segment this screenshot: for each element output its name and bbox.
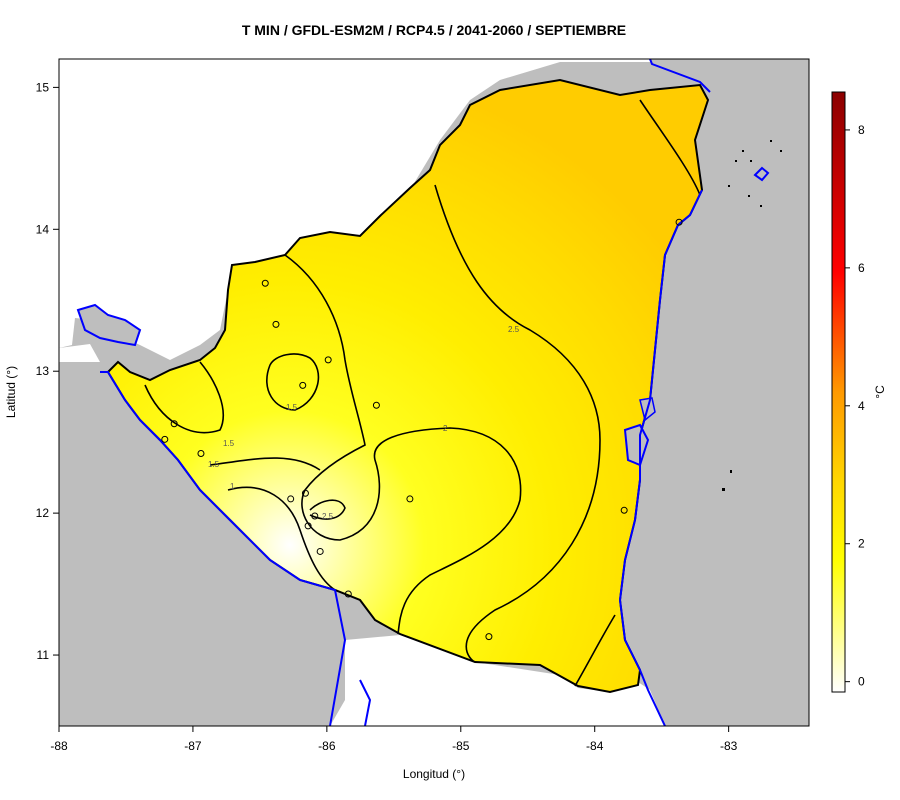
plot-frame [58,58,810,727]
colorbar-tick-label: 0 [858,675,865,689]
coastline [618,189,703,726]
y-tick-label: 13 [36,364,50,378]
x-tick-label: -83 [720,739,738,753]
stations-layer [161,218,683,641]
station-point [161,435,169,443]
contour-line [284,254,522,635]
colorbar-unit: °C [873,385,887,399]
contour-line [434,184,601,663]
y-tick-label: 14 [36,222,50,236]
contour-line [266,353,320,411]
el-salvador-land [59,344,100,362]
contour-label: 1 [230,482,235,491]
station-point [197,450,205,458]
contour-label: 2.5 [322,512,334,521]
contour-line [227,486,336,591]
plot-area: 1 1.5 1.5 1.5 2 2.5 2.5 [59,59,809,726]
cay [735,160,737,162]
contour-label: 1.5 [286,403,298,412]
station-point [675,218,683,226]
colorbar [831,91,846,693]
station-point [316,547,324,555]
station-point [406,495,414,503]
x-axis: -88 -87 -86 -85 -84 -83 [50,726,738,753]
colorbar-tick-label: 2 [858,537,865,551]
y-axis-label: Latitud (°) [4,366,18,418]
x-tick-label: -85 [452,739,470,753]
cay [722,488,725,491]
x-tick-label: -87 [184,739,202,753]
colorbar-tick-label: 6 [858,261,865,275]
y-tick-label: 12 [36,506,50,520]
station-point [170,420,178,428]
station-point [287,495,295,503]
cays [722,140,782,491]
x-tick-label: -88 [50,739,68,753]
contour-label: 1.5 [208,460,220,469]
station-point [304,522,312,530]
station-point [299,381,307,389]
contour-line [144,361,225,434]
map-title: T MIN / GFDL-ESM2M / RCP4.5 / 2041-2060 … [242,22,626,38]
y-tick-label: 11 [37,648,50,662]
x-tick-label: -86 [318,739,336,753]
cay [760,205,762,207]
coastline [649,59,711,93]
colorbar-ticks: 0 2 4 6 8 [845,123,865,689]
station-point [311,512,319,520]
contour-line [309,499,346,520]
contour-line [209,457,321,471]
station-point [301,489,309,497]
contour-line [639,99,701,196]
x-tick-label: -84 [586,739,604,753]
station-point [261,279,269,287]
contour-label: 1.5 [223,439,235,448]
cay [770,140,772,142]
cay [742,150,744,152]
cay [728,185,730,187]
x-axis-label: Longitud (°) [403,767,465,781]
y-axis: 11 12 13 14 15 [36,80,59,662]
honduras-land [59,59,650,360]
coastline [359,679,372,726]
station-point [344,590,352,598]
station-point [620,506,628,514]
cay [748,195,750,197]
gulf-fonseca [76,303,142,347]
island [753,166,770,182]
station-point [272,320,280,328]
station-point [372,401,380,409]
pearl-lagoon [623,423,650,467]
coastline [100,371,347,726]
y-tick-label: 15 [36,80,50,94]
contour-lines [144,99,701,687]
colorbar-tick-label: 4 [858,399,865,413]
cay [730,470,732,473]
station-point [324,356,332,364]
contour-label: 2 [443,424,448,433]
contour-line [574,614,616,687]
costa-rica-land [330,635,665,726]
cay [750,160,752,162]
station-point [485,633,493,641]
coastlines [100,59,711,726]
cay [780,150,782,152]
contour-label: 2.5 [508,325,520,334]
colorbar-tick-label: 8 [858,123,865,137]
